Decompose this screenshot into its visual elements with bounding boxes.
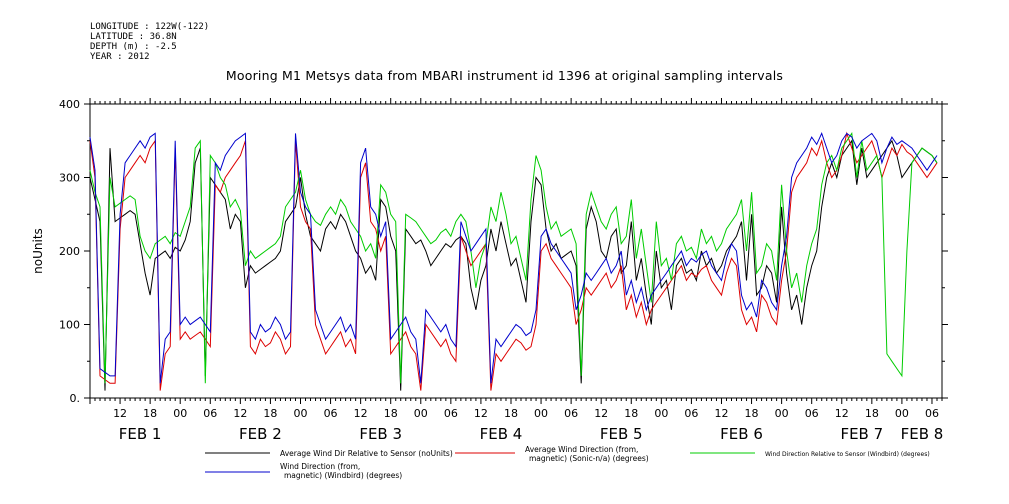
- legend-label-2: Average Wind Direction (from,: [525, 445, 638, 454]
- meta-depth: DEPTH (m) : -2.5: [90, 42, 177, 52]
- x-tick-label: 18: [263, 407, 277, 420]
- x-date-label: FEB 1: [119, 425, 162, 443]
- x-tick-label: 06: [684, 407, 698, 420]
- x-tick-label: 00: [775, 407, 789, 420]
- x-date-label: FEB 8: [901, 425, 944, 443]
- x-tick-label: 18: [745, 407, 759, 420]
- x-tick-label: 06: [444, 407, 458, 420]
- legend-label-3: Wind Direction Relative to Sensor (Windb…: [765, 451, 930, 458]
- x-tick-label: 12: [113, 407, 127, 420]
- x-tick-label: 06: [324, 407, 338, 420]
- x-tick-label: 06: [925, 407, 939, 420]
- meta-latitude: LATITUDE : 36.8N: [90, 32, 177, 42]
- y-axis-label: noUnits: [31, 228, 45, 274]
- x-tick-label: 00: [534, 407, 548, 420]
- x-tick-label: 12: [714, 407, 728, 420]
- x-date-label: FEB 2: [239, 425, 282, 443]
- x-tick-label: 18: [504, 407, 518, 420]
- y-tick-label: 0.: [70, 392, 81, 405]
- chart-title: Mooring M1 Metsys data from MBARI instru…: [225, 68, 784, 83]
- series-line-4: [89, 132, 938, 384]
- axes: 0. 100 200 300 400 noUnits 12 18 00 06 12 18 00 06 12 1…: [31, 98, 948, 443]
- x-tick-label: 06: [564, 407, 578, 420]
- x-tick-label: 00: [895, 407, 909, 420]
- series-group: [89, 131, 938, 391]
- x-tick-label: 06: [805, 407, 819, 420]
- legend-label-4: Wind Direction (from,: [280, 462, 360, 471]
- x-tick-label: 12: [594, 407, 608, 420]
- x-tick-label: 18: [865, 407, 879, 420]
- x-tick-label: 18: [384, 407, 398, 420]
- x-tick-label: 12: [233, 407, 247, 420]
- x-tick-label: 00: [173, 407, 187, 420]
- x-date-label: FEB 6: [720, 425, 763, 443]
- x-tick-label: 12: [474, 407, 488, 420]
- x-tick-label: 06: [203, 407, 217, 420]
- x-date-label: FEB 7: [840, 425, 883, 443]
- x-date-label: FEB 5: [600, 425, 643, 443]
- legend: Average Wind Dir Relative to Sensor (noU…: [205, 445, 930, 480]
- x-tick-label: 00: [654, 407, 668, 420]
- x-tick-label: 18: [624, 407, 638, 420]
- meta-year: YEAR : 2012: [90, 52, 150, 62]
- series-line-2: [89, 131, 938, 391]
- x-tick-label: 18: [143, 407, 157, 420]
- series-line-1: [89, 139, 938, 391]
- x-tick-label: 00: [414, 407, 428, 420]
- y-tick-label: 300: [59, 172, 80, 185]
- x-tick-label: 00: [293, 407, 307, 420]
- x-tick-label: 12: [835, 407, 849, 420]
- x-date-label: FEB 4: [480, 425, 523, 443]
- y-tick-label: 400: [59, 98, 80, 111]
- legend-label-4-line2: magnetic) (Windbird) (degrees): [284, 471, 402, 480]
- y-tick-label: 100: [59, 319, 80, 332]
- legend-label-2-line2: magnetic) (Sonic-n/a) (degrees): [529, 454, 649, 463]
- series-line-3: [89, 131, 938, 384]
- meta-longitude: LONGITUDE : 122W(-122): [90, 22, 210, 32]
- x-tick-label: 12: [354, 407, 368, 420]
- plot-frame: [89, 103, 943, 399]
- metadata-block: LONGITUDE : 122W(-122) LATITUDE : 36.8N …: [90, 22, 209, 62]
- y-tick-label: 200: [59, 245, 80, 258]
- x-date-label: FEB 3: [359, 425, 402, 443]
- legend-label-1: Average Wind Dir Relative to Sensor (noU…: [280, 449, 453, 458]
